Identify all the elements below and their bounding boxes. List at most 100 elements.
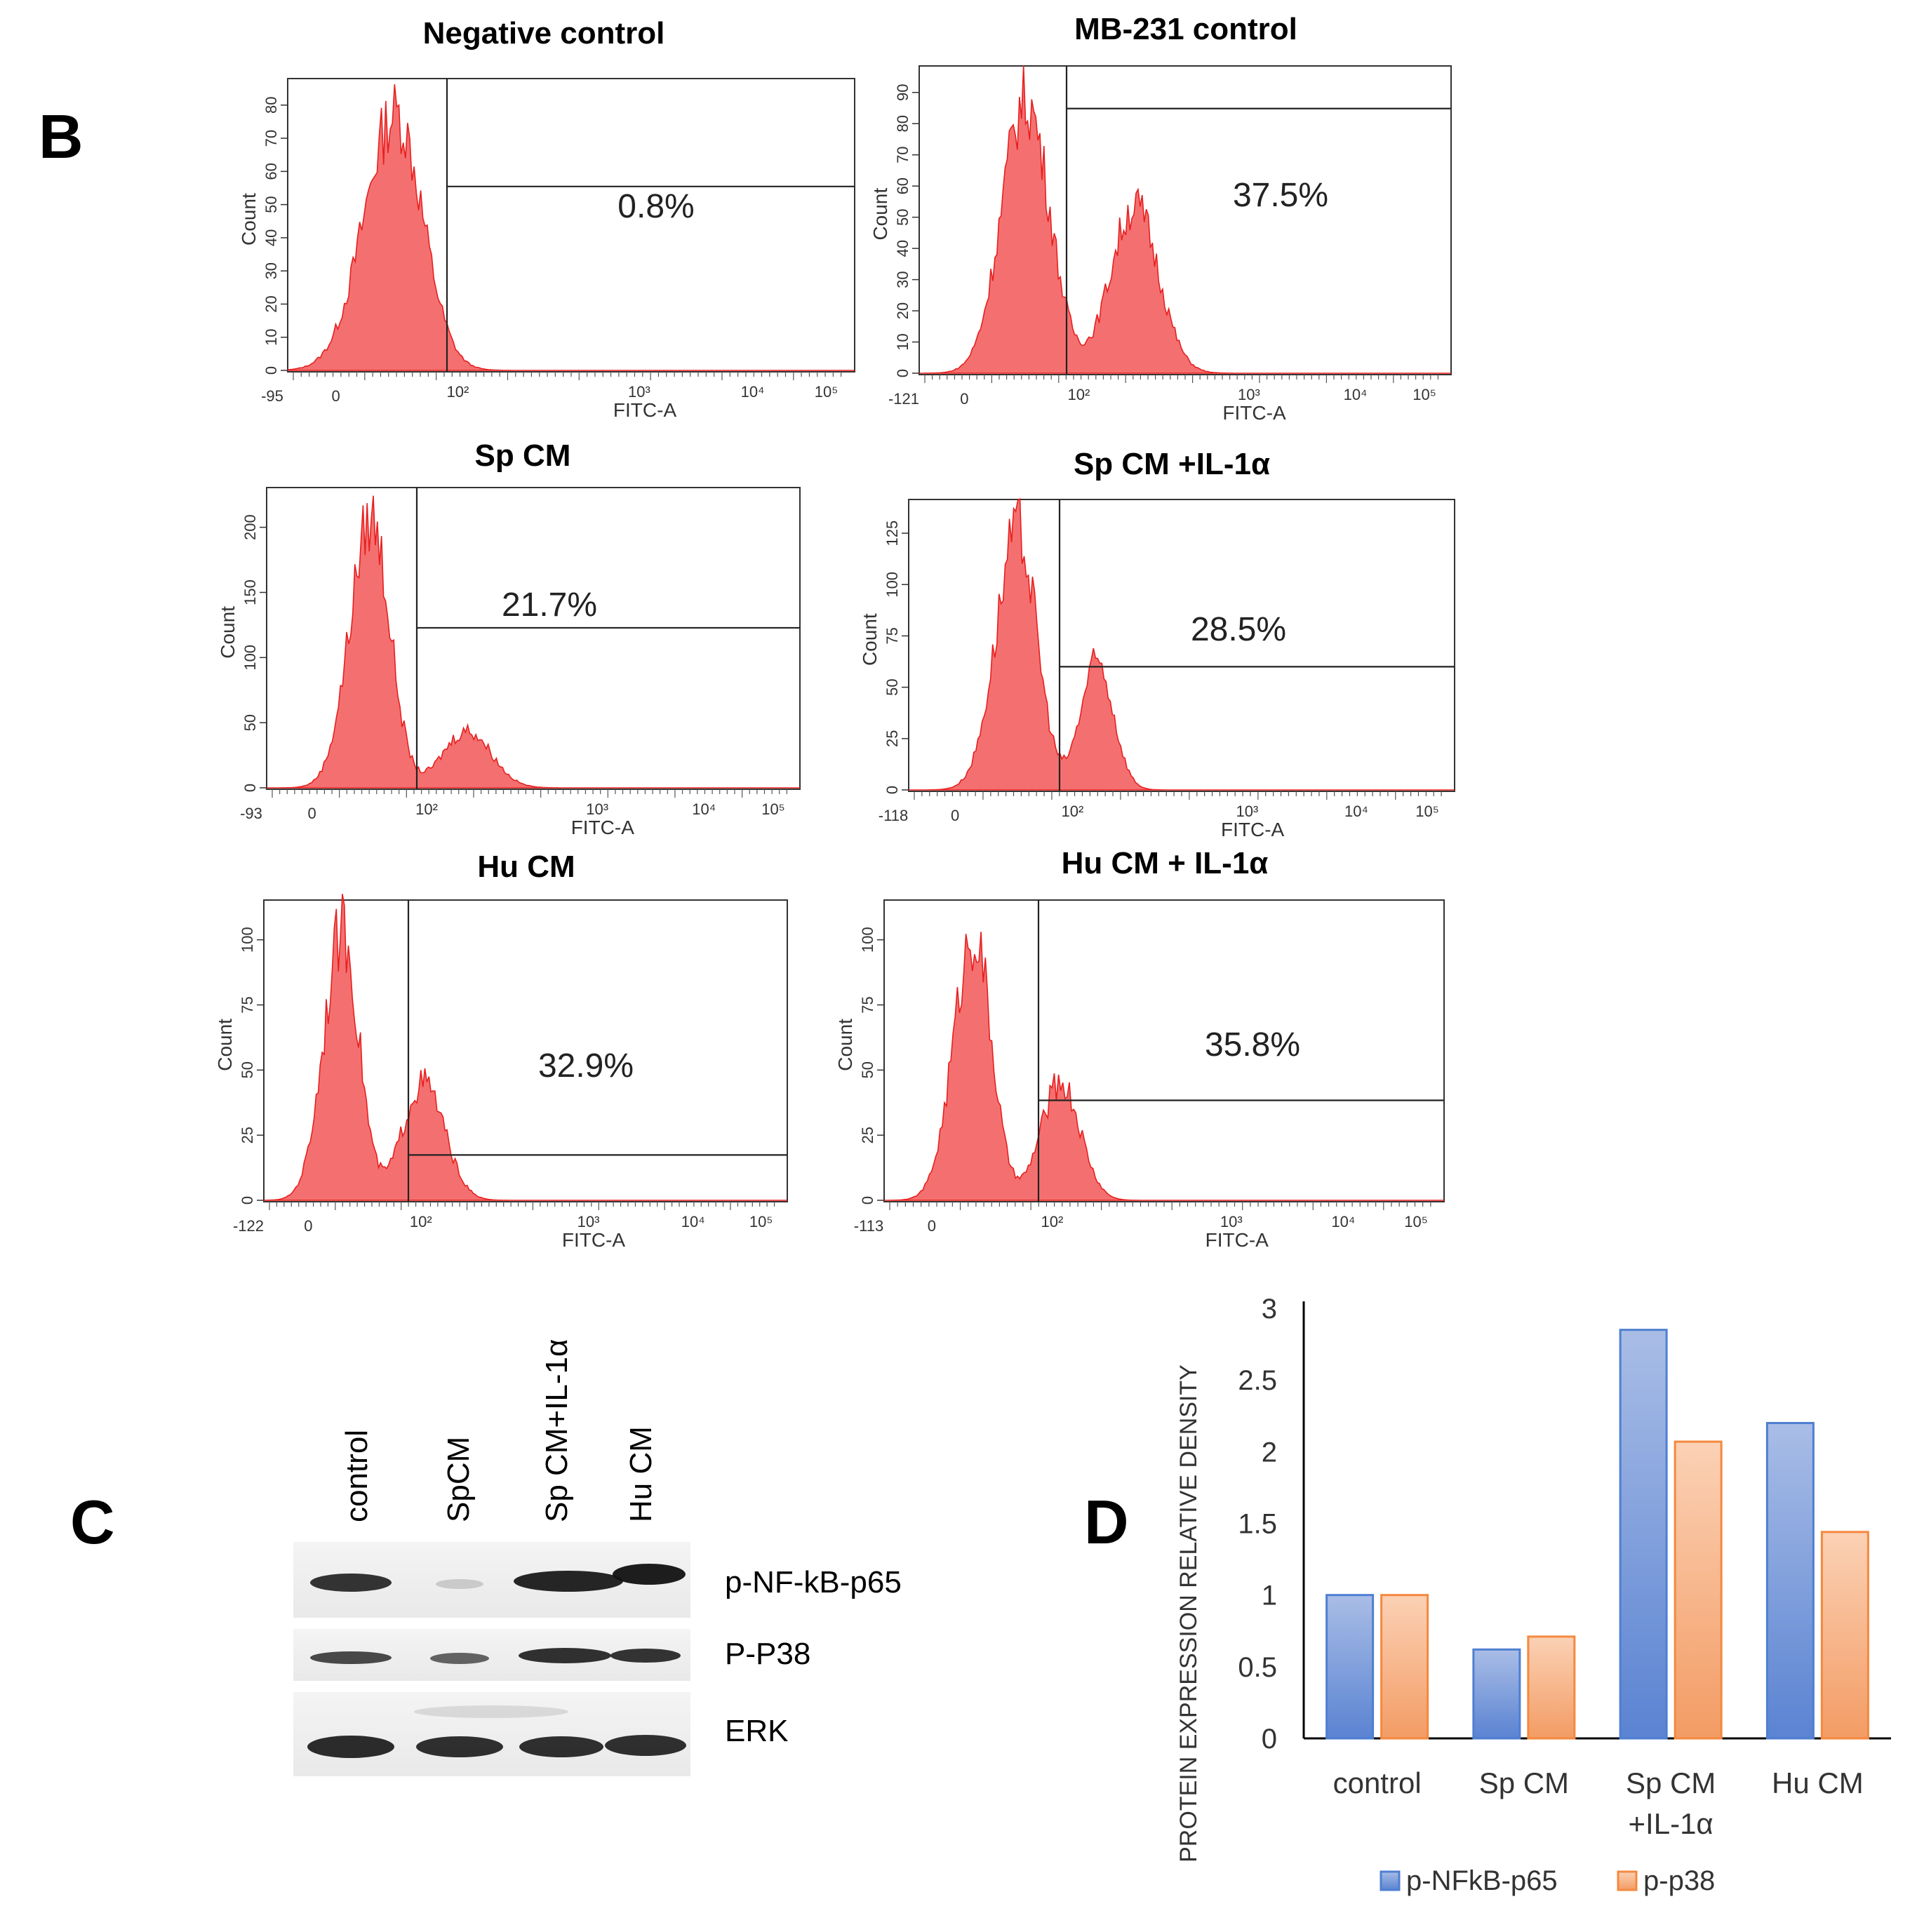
- y-tick-label: 150: [241, 579, 259, 605]
- histogram-area: [919, 65, 1451, 374]
- bar-p-p38: [1674, 1440, 1723, 1740]
- western-blot: control SpCM Sp CM+IL-1α Hu CM p-NF-kB-p…: [293, 1339, 902, 1776]
- y-tick-label: 40: [262, 229, 280, 246]
- band: [414, 1705, 568, 1718]
- x-tick-label: 10²: [447, 383, 469, 401]
- x-zero-label: 0: [307, 805, 316, 822]
- y-tick-label: 10: [894, 333, 911, 350]
- gate-percentage: 28.5%: [1191, 611, 1286, 648]
- y-tick-label: 100: [883, 572, 901, 598]
- blot-lane-labels: control SpCM Sp CM+IL-1α Hu CM: [340, 1339, 658, 1522]
- y-tick-label: 25: [239, 1127, 256, 1143]
- x-tick-label: 10³: [586, 800, 608, 818]
- x-tick-label: 10⁴: [1344, 386, 1368, 403]
- flow-histogram-panel: Hu CM + IL-1α 35.8% 0 25 50 75 100 Count -113 0 10…: [834, 846, 1445, 1251]
- y-tick-label: 125: [883, 521, 901, 546]
- y-tick-label: 90: [894, 84, 911, 101]
- x-tick-label: 10²: [415, 800, 438, 818]
- x-tick-label: 10⁵: [1412, 386, 1436, 403]
- bar-category-label: Sp CM: [1626, 1766, 1716, 1799]
- y-tick-label: 70: [262, 130, 280, 147]
- blot-lane-label: SpCM: [441, 1437, 476, 1522]
- y-tick-label: 10: [262, 328, 280, 345]
- blot-row-labels: p-NF-kB-p65 P-P38 ERK: [725, 1565, 902, 1748]
- y-tick-label: 100: [241, 645, 259, 671]
- bar-y-tick-label: 2.5: [1238, 1365, 1277, 1396]
- x-min-label: -95: [261, 387, 283, 405]
- y-tick-label: 60: [262, 163, 280, 180]
- y-tick-label: 50: [241, 714, 259, 731]
- flow-histogram-panel: MB-231 control 37.5% 0 10 20 30 40 50 60 70 80 90 Co…: [869, 12, 1452, 424]
- x-tick-label: 10⁵: [1415, 803, 1439, 820]
- x-axis-label: FITC-A: [1222, 402, 1286, 424]
- legend-label: p-p38: [1643, 1865, 1715, 1896]
- flow-panel-title: Sp CM: [475, 438, 571, 473]
- y-axis-label: Count: [214, 1019, 236, 1071]
- x-zero-label: 0: [951, 807, 959, 824]
- histogram-area: [287, 84, 855, 371]
- blot-lane-label: Sp CM+IL-1α: [540, 1339, 574, 1522]
- flow-panel-title: Negative control: [423, 16, 665, 51]
- x-axis-label: FITC-A: [562, 1229, 626, 1251]
- y-tick-label: 0: [859, 1196, 876, 1205]
- bar-p-p38: [1820, 1531, 1869, 1740]
- bar-axes: 0 0.5 1 1.5 2 2.5 3 control Sp CM Sp CM +IL-1α Hu C…: [1238, 1294, 1891, 1840]
- y-axis-label: Count: [869, 188, 891, 241]
- y-tick-label: 70: [894, 146, 911, 163]
- y-axis-label: Count: [217, 606, 239, 659]
- x-axis-label: FITC-A: [1205, 1229, 1269, 1251]
- bar-y-tick-label: 3: [1262, 1294, 1277, 1324]
- x-zero-label: 0: [304, 1217, 312, 1235]
- y-tick-label: 100: [239, 927, 256, 953]
- x-tick-label: 10³: [577, 1213, 600, 1230]
- band: [613, 1564, 686, 1585]
- y-tick-label: 60: [894, 177, 911, 194]
- flow-histogram-panel: Sp CM 21.7% 0 50 100 150 200 Count -93 0 10² 10³ 10⁴…: [217, 438, 801, 838]
- y-tick-label: 50: [262, 196, 280, 213]
- y-tick-label: 20: [262, 295, 280, 312]
- x-tick-label: 10⁵: [815, 383, 839, 401]
- x-tick-label: 10²: [1068, 386, 1090, 403]
- panel-label-b: B: [39, 102, 84, 171]
- x-min-label: -113: [854, 1217, 883, 1235]
- blot-row-label: ERK: [725, 1714, 788, 1748]
- x-tick-label: 10³: [628, 383, 650, 401]
- x-tick-label: 10³: [1220, 1213, 1243, 1230]
- band: [519, 1648, 611, 1663]
- y-tick-label: 0: [239, 1196, 256, 1205]
- y-axis-label: Count: [859, 613, 881, 666]
- x-tick-label: 10²: [1041, 1213, 1064, 1230]
- flow-histogram-panel: Negative control 0.8% 0 10 20 30 40 50 60 70 80 Cou…: [238, 16, 855, 421]
- gate-percentage: 21.7%: [502, 586, 597, 624]
- x-min-label: -118: [879, 807, 908, 824]
- histogram-area: [267, 495, 800, 789]
- histogram-area: [263, 894, 787, 1201]
- x-tick-label: 10²: [1062, 803, 1084, 820]
- y-tick-label: 0: [883, 786, 901, 794]
- blot-lane-label: control: [340, 1430, 374, 1522]
- x-tick-label: 10⁵: [761, 800, 785, 818]
- x-axis-label: FITC-A: [613, 399, 677, 421]
- bar-category-label: Hu CM: [1772, 1766, 1864, 1799]
- x-min-label: -93: [240, 805, 262, 822]
- flow-panel-title: Sp CM +IL-1α: [1074, 447, 1270, 481]
- bar-chart: PROTEIN EXPRESSION RELATIVE DENSITY 0 0.5…: [1175, 1294, 1891, 1896]
- bar-p-nfkb-p65: [1325, 1594, 1375, 1740]
- y-tick-label: 25: [883, 730, 901, 747]
- x-tick-label: 10⁴: [1331, 1213, 1355, 1230]
- flow-panel-title: Hu CM: [477, 850, 575, 884]
- histogram-area: [884, 932, 1444, 1201]
- bar-y-tick-label: 1.5: [1238, 1509, 1277, 1540]
- bar-p-p38: [1527, 1635, 1576, 1740]
- y-tick-label: 20: [894, 302, 911, 319]
- y-tick-label: 80: [262, 97, 280, 114]
- bar-p-nfkb-p65: [1765, 1421, 1815, 1740]
- y-tick-label: 200: [241, 514, 259, 540]
- panel-label-c: C: [70, 1487, 115, 1557]
- band: [514, 1571, 623, 1592]
- x-min-label: -122: [233, 1217, 264, 1235]
- flow-panel-title: Hu CM + IL-1α: [1062, 846, 1269, 880]
- x-tick-label: 10³: [1236, 803, 1258, 820]
- y-axis-label: Count: [238, 193, 260, 246]
